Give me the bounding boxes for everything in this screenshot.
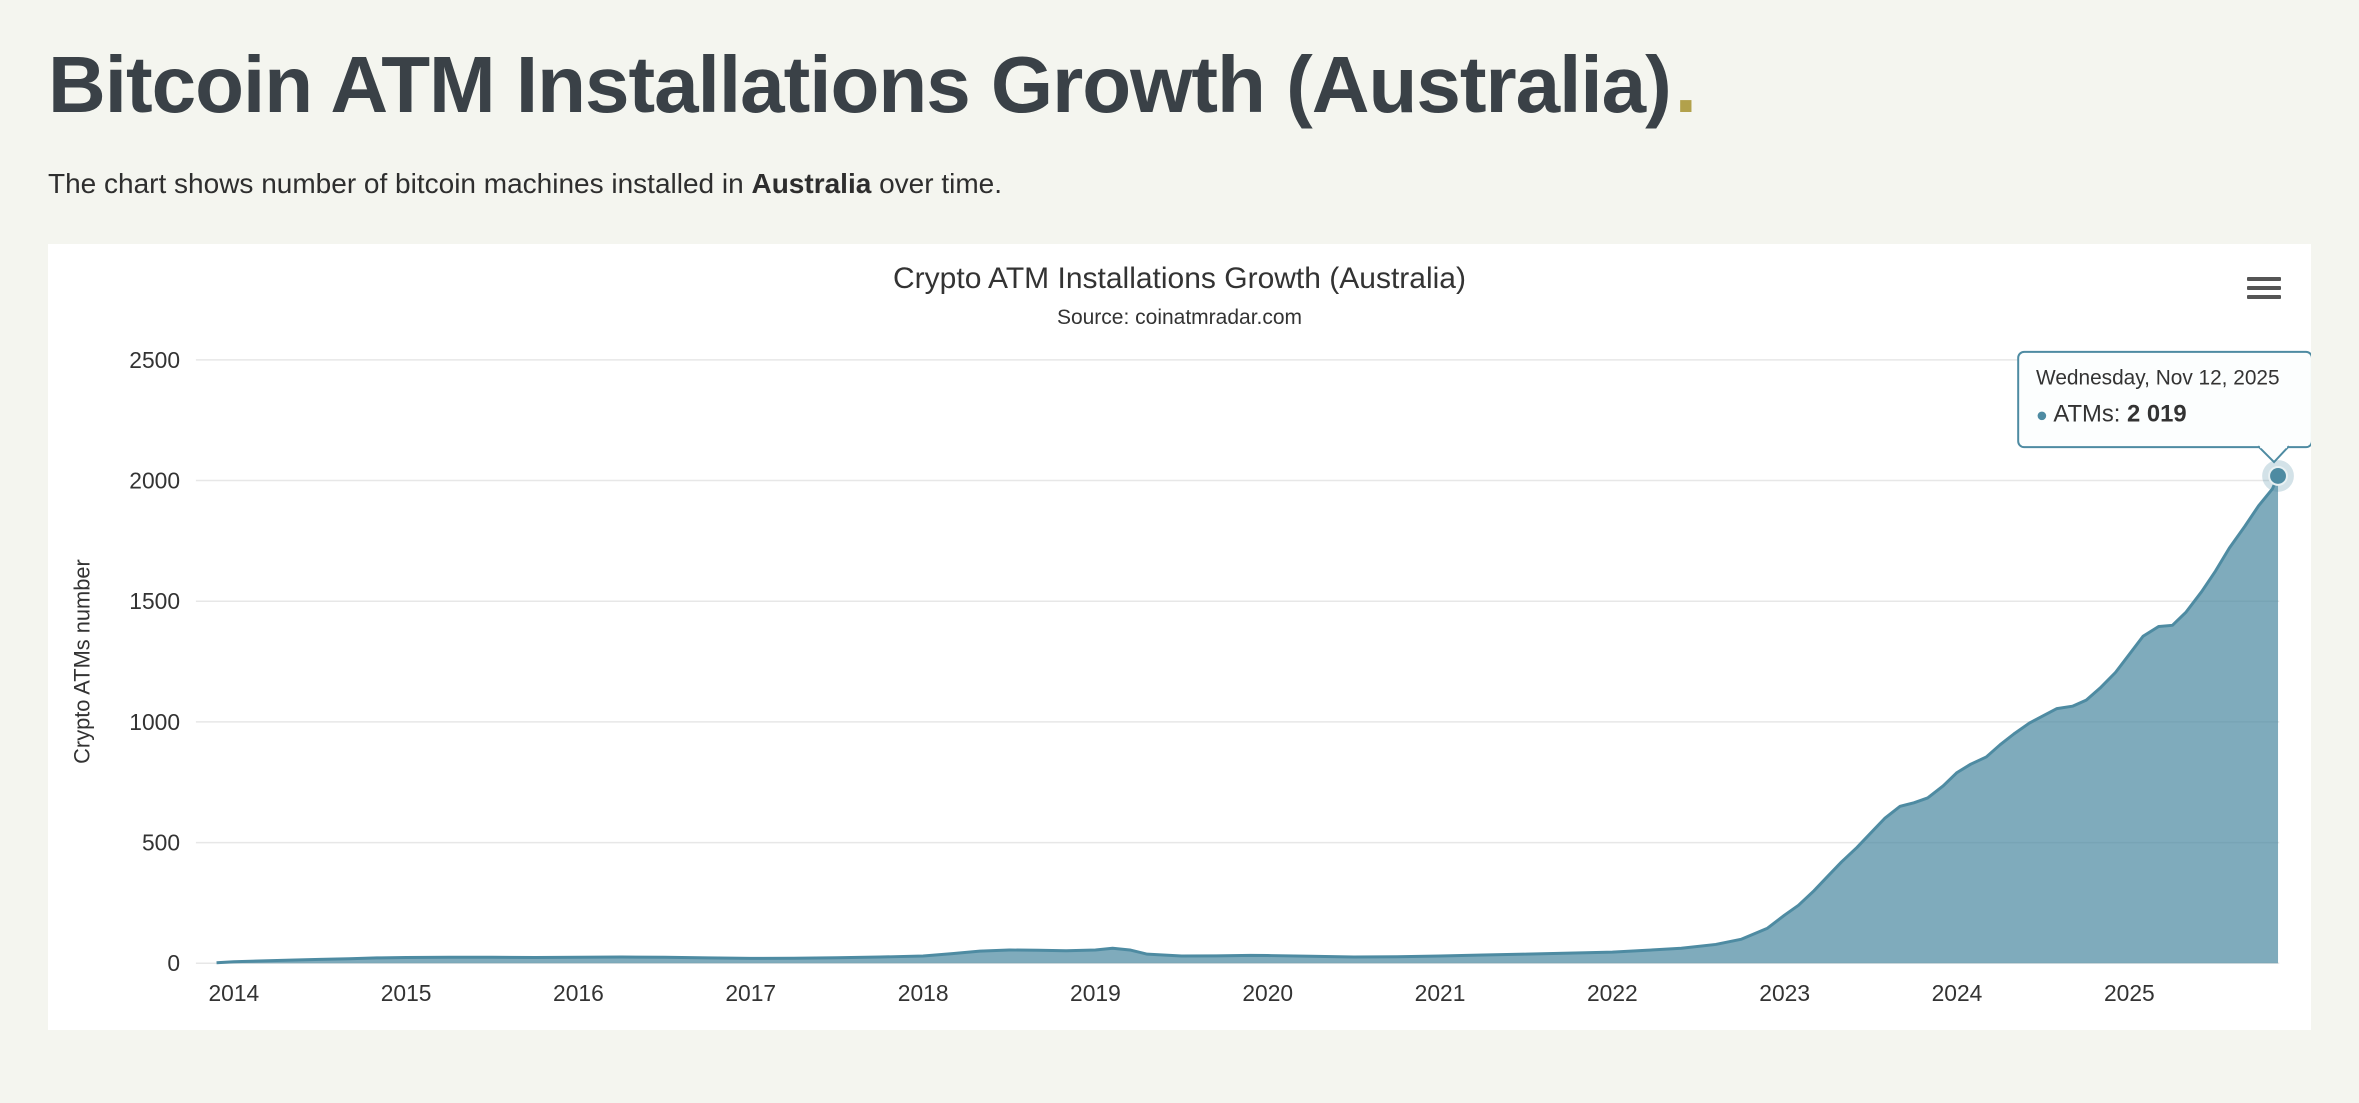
- chart-subtitle: Source: coinatmradar.com: [1056, 305, 1303, 329]
- page-description: The chart shows number of bitcoin machin…: [48, 168, 2311, 200]
- x-axis-tick-label: 2023: [1759, 980, 1810, 1006]
- tooltip-value: 2 019: [2127, 400, 2187, 427]
- x-axis-tick-label: 2020: [1242, 980, 1293, 1006]
- tooltip-pointer-mask: [2260, 444, 2287, 448]
- page-title: Bitcoin ATM Installations Growth (Austra…: [48, 40, 2311, 130]
- area-chart-svg: 0 500 1000 1500 2000 2500 2014 2015 2016 2017 2018…: [70, 346, 2311, 1006]
- series-line[interactable]: [216, 474, 2280, 964]
- hamburger-menu-icon: [2247, 272, 2281, 304]
- series-area-fill[interactable]: [216, 475, 2279, 963]
- series-dot-icon: ●: [2036, 404, 2048, 426]
- description-prefix: The chart shows number of bitcoin machin…: [48, 167, 752, 199]
- chart-card: Crypto ATM Installations Growth (Austral…: [48, 243, 2311, 1031]
- x-axis-tick-label: 2017: [725, 980, 776, 1006]
- page: Bitcoin ATM Installations Growth (Austra…: [48, 40, 2311, 1031]
- x-axis-tick-label: 2021: [1415, 980, 1466, 1006]
- y-axis-title: Crypto ATMs number: [70, 559, 95, 764]
- y-axis-tick-label: 1500: [129, 588, 180, 614]
- tooltip-date: Wednesday, Nov 12, 2025: [2036, 366, 2280, 389]
- x-axis-tick-label: 2022: [1587, 980, 1638, 1006]
- hover-point-marker[interactable]: [2268, 465, 2288, 486]
- y-axis-tick-label: 0: [167, 950, 180, 976]
- x-axis-tick-label: 2016: [553, 980, 604, 1006]
- y-axis-tick-label: 2500: [129, 346, 180, 372]
- x-axis-tick-label: 2019: [1070, 980, 1121, 1006]
- page-title-text: Bitcoin ATM Installations Growth (Austra…: [48, 40, 1672, 129]
- title-accent-dot: .: [1674, 40, 1697, 129]
- y-axis-tick-label: 500: [142, 829, 180, 855]
- tooltip-series-label: ATMs:: [2048, 400, 2127, 427]
- x-axis-tick-label: 2015: [381, 980, 432, 1006]
- tooltip: Wednesday, Nov 12, 2025 ● ATMs: 2 019: [2017, 350, 2311, 464]
- x-axis-tick-label: 2025: [2104, 980, 2155, 1006]
- description-bold: Australia: [751, 167, 872, 199]
- tooltip-pointer: [2257, 445, 2290, 464]
- tooltip-value-line: ● ATMs: 2 019: [2036, 400, 2187, 427]
- chart-plot-area: 0 500 1000 1500 2000 2500 2014 2015 2016 2017 2018…: [48, 336, 2311, 1021]
- x-axis-tick-label: 2024: [1932, 980, 1983, 1006]
- y-axis-tick-label: 1000: [129, 708, 180, 734]
- chart-title: Crypto ATM Installations Growth (Austral…: [893, 261, 1466, 295]
- description-suffix: over time.: [871, 167, 1002, 199]
- chart-context-menu-button[interactable]: [2243, 268, 2285, 311]
- tooltip-box: [2017, 350, 2311, 448]
- x-axis-tick-label: 2014: [208, 980, 259, 1006]
- y-axis-tick-label: 2000: [129, 467, 180, 493]
- x-axis-tick-label: 2018: [898, 980, 949, 1006]
